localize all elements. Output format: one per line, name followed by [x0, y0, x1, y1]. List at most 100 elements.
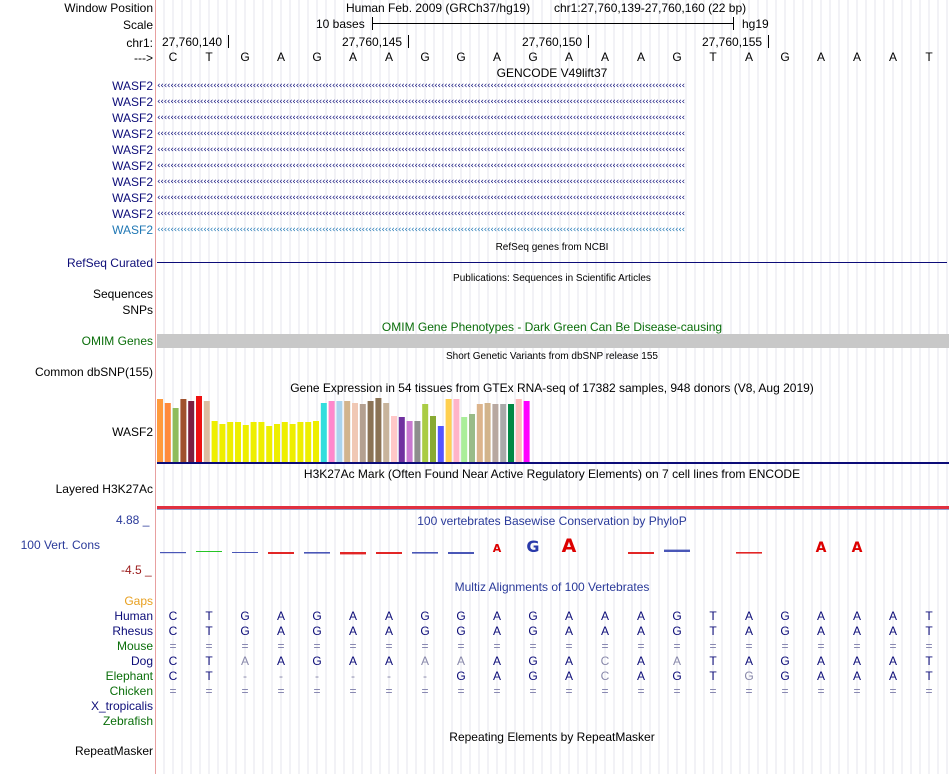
repeatmasker-track-title[interactable]: Repeating Elements by RepeatMasker [449, 730, 655, 744]
gencode-transcript-feature[interactable]: ‹‹‹‹‹‹‹‹‹‹‹‹‹‹‹‹‹‹‹‹‹‹‹‹‹‹‹‹‹‹‹‹‹‹‹‹‹‹‹‹… [157, 129, 685, 139]
multiz-base: = [853, 684, 861, 698]
multiz-gaps-label: Gaps [124, 594, 153, 608]
multiz-species-label[interactable]: Zebrafish [102, 714, 153, 728]
multiz-base: G [780, 624, 790, 638]
base-letter: G [672, 50, 682, 64]
multiz-base: T [925, 624, 933, 638]
gtex-tissue-bar [235, 422, 241, 462]
conservation-score-bar [232, 552, 258, 553]
multiz-base: G [744, 669, 754, 683]
conservation-score-bar [736, 552, 762, 554]
gtex-tissue-bar [180, 399, 187, 462]
multiz-base: A [348, 609, 357, 623]
multiz-species-label[interactable]: X_tropicalis [90, 699, 153, 713]
base-letter: A [636, 50, 645, 64]
gencode-transcript-feature[interactable]: ‹‹‹‹‹‹‹‹‹‹‹‹‹‹‹‹‹‹‹‹‹‹‹‹‹‹‹‹‹‹‹‹‹‹‹‹‹‹‹‹… [157, 193, 685, 203]
omim-label[interactable]: OMIM Genes [81, 334, 153, 348]
omim-feature-bar[interactable] [157, 334, 949, 348]
publications-sequences-label[interactable]: Sequences [92, 287, 153, 301]
multiz-species-label[interactable]: Human [114, 609, 153, 623]
h3k27ac-track-title[interactable]: H3K27Ac Mark (Often Found Near Active Re… [303, 467, 801, 481]
multiz-base: T [205, 654, 213, 668]
gtex-tissue-bar [305, 422, 312, 462]
multiz-base: A [240, 654, 249, 668]
gencode-transcript-label[interactable]: WASF2 [112, 111, 153, 125]
gencode-transcript-feature[interactable]: ‹‹‹‹‹‹‹‹‹‹‹‹‹‹‹‹‹‹‹‹‹‹‹‹‹‹‹‹‹‹‹‹‹‹‹‹‹‹‹‹… [157, 145, 685, 155]
base-letter: G [240, 50, 250, 64]
multiz-base: A [636, 609, 645, 623]
base-letter: A [564, 50, 573, 64]
multiz-base: = [565, 639, 573, 653]
position-text[interactable]: chr1:27,760,139-27,760,160 (22 bp) [554, 1, 747, 15]
window-position-label: Window Position [64, 1, 153, 15]
multiz-species-label[interactable]: Dog [130, 654, 153, 668]
strand-label: ---> [134, 51, 153, 65]
gencode-transcript-label[interactable]: WASF2 [112, 207, 153, 221]
gencode-transcript-feature[interactable]: ‹‹‹‹‹‹‹‹‹‹‹‹‹‹‹‹‹‹‹‹‹‹‹‹‹‹‹‹‹‹‹‹‹‹‹‹‹‹‹‹… [157, 113, 685, 123]
multiz-base: = [637, 684, 645, 698]
base-letter: A [600, 50, 609, 64]
multiz-base: A [276, 654, 285, 668]
repeatmasker-label[interactable]: RepeatMasker [74, 744, 153, 758]
dbsnp-track-title[interactable]: Short Genetic Variants from dbSNP releas… [446, 351, 658, 362]
gencode-transcript-feature[interactable]: ‹‹‹‹‹‹‹‹‹‹‹‹‹‹‹‹‹‹‹‹‹‹‹‹‹‹‹‹‹‹‹‹‹‹‹‹‹‹‹‹… [157, 81, 685, 91]
multiz-base: G [528, 624, 538, 638]
h3k27ac-label[interactable]: Layered H3K27Ac [55, 482, 153, 496]
h3k27ac-signal[interactable] [157, 506, 949, 509]
publications-track-title[interactable]: Publications: Sequences in Scientific Ar… [453, 273, 651, 284]
gtex-tissue-bar [508, 404, 514, 462]
multiz-base: T [205, 609, 213, 623]
gtex-bar-chart[interactable] [156, 395, 536, 463]
gencode-transcript-label[interactable]: WASF2 [112, 175, 153, 189]
multiz-base: A [816, 654, 825, 668]
gencode-transcript-feature[interactable]: ‹‹‹‹‹‹‹‹‹‹‹‹‹‹‹‹‹‹‹‹‹‹‹‹‹‹‹‹‹‹‹‹‹‹‹‹‹‹‹‹… [157, 177, 685, 187]
gencode-transcript-feature[interactable]: ‹‹‹‹‹‹‹‹‹‹‹‹‹‹‹‹‹‹‹‹‹‹‹‹‹‹‹‹‹‹‹‹‹‹‹‹‹‹‹‹… [157, 225, 685, 235]
multiz-base: G [456, 609, 466, 623]
gencode-transcript-label[interactable]: WASF2 [112, 127, 153, 141]
multiz-base: A [888, 609, 897, 623]
multiz-base: T [925, 654, 933, 668]
gtex-tissue-bar [164, 403, 171, 462]
multiz-species-label[interactable]: Elephant [105, 669, 153, 683]
scale-label: Scale [122, 18, 153, 32]
refseq-track-title[interactable]: RefSeq genes from NCBI [495, 242, 609, 253]
base-letter: A [816, 50, 825, 64]
gtex-track-title[interactable]: Gene Expression in 54 tissues from GTEx … [290, 381, 814, 395]
gencode-transcript-label[interactable]: WASF2 [112, 223, 153, 237]
conservation-score-bar [304, 552, 330, 554]
gtex-tissue-bar [344, 401, 351, 462]
gtex-tissue-bar [375, 398, 382, 462]
gencode-transcript-label[interactable]: WASF2 [112, 79, 153, 93]
omim-track-title[interactable]: OMIM Gene Phenotypes - Dark Green Can Be… [381, 320, 723, 334]
multiz-species-label[interactable]: Rhesus [112, 624, 153, 638]
gencode-transcript-feature[interactable]: ‹‹‹‹‹‹‹‹‹‹‹‹‹‹‹‹‹‹‹‹‹‹‹‹‹‹‹‹‹‹‹‹‹‹‹‹‹‹‹‹… [157, 209, 685, 219]
multiz-track-title[interactable]: Multiz Alignments of 100 Vertebrates [454, 580, 650, 594]
multiz-base: - [423, 669, 427, 683]
conservation-score-bar [160, 552, 186, 554]
gtex-tissue-bar [289, 424, 296, 462]
multiz-base: - [279, 669, 283, 683]
gencode-track-title[interactable]: GENCODE V49lift37 [496, 66, 608, 80]
refseq-label[interactable]: RefSeq Curated [66, 256, 153, 270]
multiz-base: A [672, 654, 681, 668]
gtex-tissue-bar [320, 403, 327, 462]
multiz-base: A [420, 654, 429, 668]
dbsnp-label[interactable]: Common dbSNP(155) [34, 365, 153, 379]
gencode-transcript-feature[interactable]: ‹‹‹‹‹‹‹‹‹‹‹‹‹‹‹‹‹‹‹‹‹‹‹‹‹‹‹‹‹‹‹‹‹‹‹‹‹‹‹‹… [157, 161, 685, 171]
gencode-transcript-label[interactable]: WASF2 [112, 95, 153, 109]
gtex-label[interactable]: WASF2 [112, 425, 153, 439]
multiz-species-label[interactable]: Chicken [109, 684, 153, 698]
base-letter: C [168, 50, 178, 64]
gencode-transcript-label[interactable]: WASF2 [112, 159, 153, 173]
gencode-transcript-label[interactable]: WASF2 [112, 191, 153, 205]
gtex-tissue-bar [258, 422, 265, 462]
multiz-species-label[interactable]: Mouse [116, 639, 153, 653]
conservation-track-title[interactable]: 100 vertebrates Basewise Conservation by… [417, 514, 687, 528]
gencode-transcript-feature[interactable]: ‹‹‹‹‹‹‹‹‹‹‹‹‹‹‹‹‹‹‹‹‹‹‹‹‹‹‹‹‹‹‹‹‹‹‹‹‹‹‹‹… [157, 97, 685, 107]
gencode-transcript-label[interactable]: WASF2 [112, 143, 153, 157]
multiz-base: T [925, 669, 933, 683]
refseq-feature-line[interactable] [157, 262, 947, 263]
publications-snps-label[interactable]: SNPs [122, 303, 153, 317]
conservation-label[interactable]: 100 Vert. Cons [20, 538, 100, 552]
